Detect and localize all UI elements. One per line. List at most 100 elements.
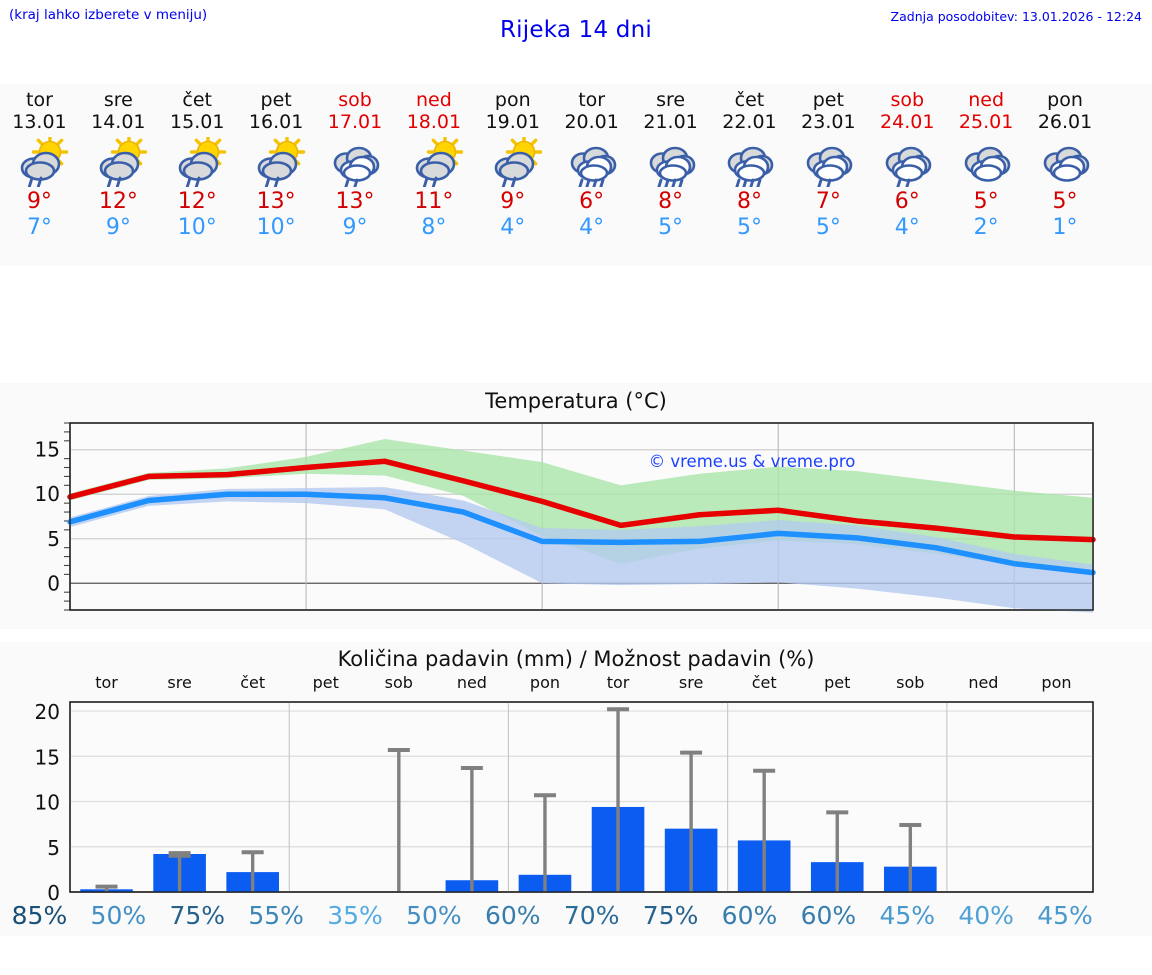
day-max-temp: 8°: [658, 189, 684, 214]
forecast-day-column[interactable]: sob 24.01 6° 4°: [868, 84, 947, 266]
precipitation-probability: 60%: [721, 901, 778, 930]
svg-text:tor: tor: [95, 673, 118, 692]
day-min-temp: 9°: [105, 215, 131, 240]
day-name: sob: [338, 89, 372, 111]
precipitation-chart-title: Količina padavin (mm) / Možnost padavin …: [337, 647, 815, 671]
precipitation-probability-row: 85% 50% 75% 55% 35% 50% 60% 70% 75% 60% 60% 45% 40% 4…: [0, 895, 1152, 937]
cloud-rain-heavy-icon: [639, 137, 703, 187]
day-min-temp: 4°: [894, 215, 920, 240]
svg-text:sre: sre: [679, 673, 703, 692]
day-name: čet: [182, 89, 213, 111]
day-date: 20.01: [564, 111, 619, 133]
cloud-rain-light-icon: [875, 137, 939, 187]
day-max-temp: 13°: [256, 189, 296, 214]
day-max-temp: 6°: [579, 189, 605, 214]
day-date: 26.01: [1037, 111, 1093, 133]
forecast-day-column[interactable]: pon 26.01 5° 1°: [1026, 84, 1105, 266]
forecast-day-column[interactable]: pon 19.01 9° 4°: [473, 84, 552, 266]
day-name: tor: [26, 89, 53, 111]
cloud-rain-heavy-icon: [560, 137, 624, 187]
day-max-temp: 11°: [414, 189, 454, 214]
forecast-day-column[interactable]: čet 15.01 12° 10°: [158, 84, 237, 266]
svg-text:sre: sre: [167, 673, 191, 692]
forecast-day-column[interactable]: tor 20.01 6° 4°: [552, 84, 631, 266]
day-min-temp: 10°: [177, 215, 217, 240]
day-max-temp: 9°: [26, 189, 52, 214]
day-min-temp: 5°: [815, 215, 841, 240]
page-header: (kraj lahko izberete v meniju) Rijeka 14…: [0, 0, 1152, 62]
day-max-temp: 9°: [500, 189, 526, 214]
sun-cloud-rain-light-icon: [165, 137, 229, 187]
day-min-temp: 8°: [421, 215, 447, 240]
day-min-temp: 2°: [973, 215, 999, 240]
forecast-day-column[interactable]: pet 16.01 13° 10°: [237, 84, 316, 266]
svg-text:sob: sob: [896, 673, 924, 692]
forecast-day-column[interactable]: ned 18.01 11° 8°: [394, 84, 473, 266]
day-max-temp: 12°: [177, 189, 217, 214]
precipitation-chart-svg: tor sre čet pet sob ned pon tor sre čet pet sob ned p…: [35, 673, 1094, 905]
day-max-temp: 13°: [335, 189, 375, 214]
svg-text:15: 15: [35, 438, 60, 462]
day-date: 22.01: [722, 111, 777, 133]
svg-text:pet: pet: [313, 673, 339, 692]
precipitation-probability: 35%: [327, 901, 383, 930]
day-max-temp: 7°: [815, 189, 841, 214]
day-min-temp: 5°: [658, 215, 684, 240]
precipitation-probability: 55%: [248, 901, 304, 930]
svg-text:10: 10: [35, 791, 60, 815]
temperature-chart-svg: 0 5 10 15 © vreme.us & vreme.pro: [35, 422, 1096, 613]
sun-cloud-rain-light-icon: [402, 137, 466, 187]
day-min-temp: 10°: [256, 215, 296, 240]
day-date: 17.01: [327, 111, 383, 133]
day-max-temp: 5°: [1052, 189, 1078, 214]
precipitation-probability: 75%: [169, 901, 226, 930]
svg-text:10: 10: [35, 482, 60, 506]
day-min-temp: 4°: [579, 215, 605, 240]
day-date: 16.01: [248, 111, 304, 133]
day-name: sob: [890, 89, 925, 111]
svg-text:čet: čet: [240, 673, 265, 692]
svg-text:15: 15: [35, 745, 60, 769]
forecast-day-column[interactable]: sob 17.01 13° 9°: [316, 84, 395, 266]
day-date: 14.01: [91, 111, 146, 133]
forecast-day-strip: tor 13.01 9° 7° sre 14.01 12° 9° čet 15.01 12° 10° p…: [0, 84, 1152, 266]
forecast-day-column[interactable]: sre 21.01 8° 5°: [631, 84, 710, 266]
day-min-temp: 5°: [736, 215, 762, 240]
day-name: pon: [494, 89, 531, 111]
forecast-day-column[interactable]: ned 25.01 5° 2°: [947, 84, 1026, 266]
precipitation-probability: 40%: [958, 901, 1014, 930]
day-name: sre: [656, 89, 686, 111]
svg-text:20: 20: [35, 700, 60, 724]
forecast-day-column[interactable]: sre 14.01 12° 9°: [79, 84, 158, 266]
cloud-rain-light-icon: [796, 137, 860, 187]
day-name: ned: [416, 89, 452, 111]
day-min-temp: 9°: [342, 215, 368, 240]
day-date: 21.01: [643, 111, 698, 133]
svg-text:čet: čet: [752, 673, 777, 692]
sun-cloud-rain-light-icon: [481, 137, 545, 187]
day-max-temp: 6°: [894, 189, 920, 214]
day-name: ned: [968, 89, 1005, 111]
day-name: čet: [734, 89, 765, 111]
day-name: sre: [103, 89, 133, 111]
forecast-day-column[interactable]: tor 13.01 9° 7°: [0, 84, 79, 266]
last-updated-label: Zadnja posodobitev: 13.01.2026 - 12:24: [890, 9, 1142, 24]
svg-text:pon: pon: [1041, 673, 1071, 692]
temperature-chart-title: Temperatura (°C): [485, 389, 667, 413]
day-min-temp: 4°: [500, 215, 526, 240]
day-date: 24.01: [880, 111, 935, 133]
svg-text:sob: sob: [385, 673, 413, 692]
day-min-temp: 1°: [1052, 215, 1078, 240]
svg-text:0: 0: [47, 881, 60, 905]
location-menu-note[interactable]: (kraj lahko izberete v meniju): [9, 7, 208, 23]
precipitation-probability: 60%: [800, 901, 857, 930]
forecast-day-column[interactable]: čet 22.01 8° 5°: [710, 84, 789, 266]
precipitation-probability: 70%: [563, 901, 620, 930]
day-date: 23.01: [801, 111, 856, 133]
svg-text:5: 5: [47, 836, 60, 860]
svg-text:ned: ned: [968, 673, 998, 692]
cloud-icon: [954, 137, 1018, 187]
cloud-icon: [1033, 137, 1097, 187]
precipitation-chart-panel: Količina padavin (mm) / Možnost padavin …: [0, 642, 1152, 936]
forecast-day-column[interactable]: pet 23.01 7° 5°: [789, 84, 868, 266]
